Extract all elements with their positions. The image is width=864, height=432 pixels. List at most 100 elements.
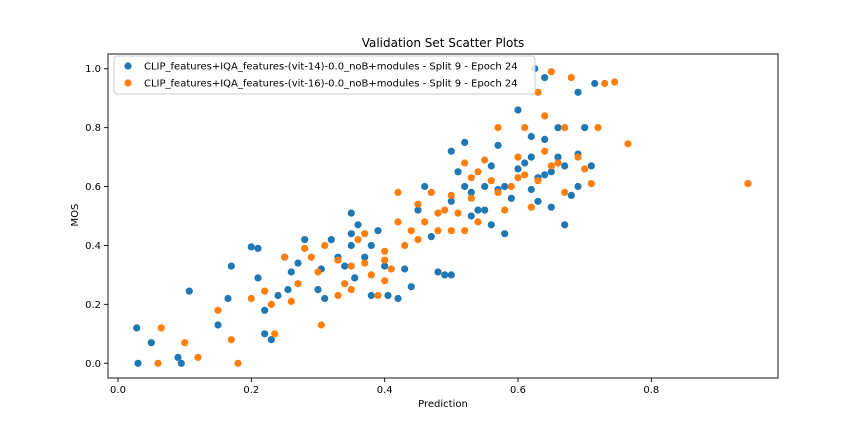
y-axis-label: MOS: [70, 204, 81, 227]
data-point: [321, 241, 329, 250]
legend-box: [113, 55, 536, 95]
x-axis-label: Prediction: [418, 399, 468, 410]
legend-label: CLIP_features+IQA_features-(vit-16)-0.0_…: [144, 79, 518, 90]
x-tick-label: 0.6: [510, 385, 526, 396]
data-point: [287, 297, 295, 305]
data-point: [541, 112, 549, 120]
data-point: [507, 182, 515, 191]
data-point: [177, 359, 185, 367]
data-point: [611, 78, 619, 86]
series-2: [154, 68, 752, 367]
data-point: [624, 140, 632, 148]
data-point: [461, 182, 469, 191]
data-point: [581, 124, 589, 132]
data-point: [467, 174, 475, 182]
data-point: [401, 241, 409, 250]
data-point: [561, 188, 569, 196]
data-point: [587, 162, 595, 170]
data-point: [247, 243, 255, 251]
data-point: [401, 265, 409, 273]
data-point: [527, 132, 535, 141]
data-point: [185, 287, 193, 295]
data-point: [374, 291, 382, 300]
data-point: [254, 244, 262, 252]
data-point: [361, 230, 369, 238]
data-point: [367, 271, 375, 279]
data-point: [254, 274, 262, 282]
data-point: [474, 206, 482, 214]
data-point: [147, 339, 155, 347]
data-point: [514, 165, 522, 173]
data-point: [441, 271, 449, 279]
data-point: [281, 253, 289, 261]
data-point: [267, 300, 275, 308]
legend-label: CLIP_features+IQA_features-(vit-14)-0.0_…: [144, 62, 518, 73]
data-point: [381, 247, 389, 255]
data-point: [547, 162, 555, 170]
data-point: [547, 203, 555, 211]
data-point: [314, 286, 322, 294]
data-point: [421, 182, 429, 191]
data-point: [224, 294, 232, 303]
data-point: [301, 236, 309, 244]
data-point: [347, 230, 355, 238]
data-point: [594, 124, 602, 132]
y-tick-label: 0.4: [85, 241, 101, 252]
data-point: [467, 212, 475, 220]
data-point: [487, 162, 495, 170]
legend-marker: [124, 79, 132, 87]
data-point: [461, 159, 469, 167]
data-point: [481, 156, 489, 164]
data-point: [501, 206, 509, 214]
plot-area: 0.0 0.2 0.4 0.6 0.8 0.0 0.2 0.4 0.6 0.8 1.0 CLIP_fe…: [85, 53, 779, 396]
data-point: [247, 294, 255, 303]
data-point: [174, 353, 182, 361]
data-point: [407, 283, 415, 291]
data-point: [414, 236, 422, 244]
data-point: [134, 359, 142, 367]
data-point: [334, 256, 342, 264]
data-point: [427, 233, 435, 241]
data-point: [381, 262, 389, 270]
data-point: [334, 291, 342, 300]
y-tick-label: 1.0: [85, 64, 101, 75]
data-point: [387, 265, 395, 273]
data-point: [567, 74, 575, 82]
data-point: [561, 162, 569, 170]
data-point: [261, 330, 269, 338]
data-point: [514, 106, 522, 114]
data-point: [274, 291, 282, 300]
data-point: [561, 221, 569, 229]
data-point: [527, 153, 535, 161]
data-point: [227, 262, 235, 270]
data-point: [234, 359, 242, 367]
data-point: [354, 221, 362, 229]
data-point: [261, 306, 269, 314]
data-point: [447, 147, 455, 155]
data-point: [527, 203, 535, 211]
legend: CLIP_features+IQA_features-(vit-14)-0.0_…: [113, 55, 536, 95]
data-point: [214, 321, 222, 329]
data-point: [347, 286, 355, 294]
data-point: [271, 330, 279, 338]
data-point: [574, 153, 582, 161]
data-point: [474, 218, 482, 226]
data-point: [601, 79, 609, 88]
y-tick-label: 0.8: [85, 123, 101, 134]
data-point: [521, 171, 529, 179]
data-point: [394, 218, 402, 226]
data-point: [374, 227, 382, 235]
data-point: [327, 236, 335, 244]
data-point: [454, 209, 462, 217]
plot-frame: [107, 53, 779, 379]
data-point: [381, 277, 389, 285]
data-point: [284, 286, 292, 294]
data-point: [467, 188, 475, 196]
data-point: [434, 227, 442, 235]
data-point: [461, 227, 469, 235]
data-point: [481, 182, 489, 191]
data-point: [494, 188, 502, 196]
data-point: [154, 359, 162, 367]
data-point: [494, 141, 502, 149]
chart-title: Validation Set Scatter Plots: [362, 36, 525, 50]
